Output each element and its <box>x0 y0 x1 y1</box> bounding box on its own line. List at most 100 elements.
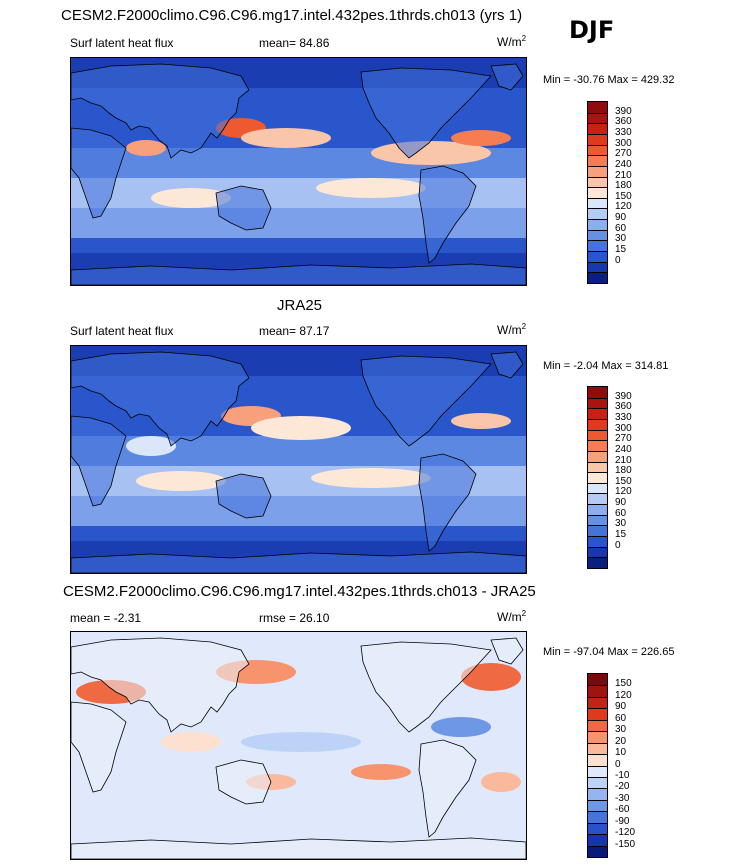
colorbar-swatch <box>588 696 607 709</box>
colorbar-tick-label: 90 <box>615 212 627 224</box>
colorbar-swatch <box>588 765 607 777</box>
map-flux-feature <box>251 416 351 440</box>
map-flux-feature <box>241 128 331 148</box>
map-coastline <box>71 637 250 733</box>
colorbar-tick-label: 20 <box>615 735 627 747</box>
colorbar-tick-label: 30 <box>615 724 627 736</box>
colorbar-swatch <box>588 685 607 697</box>
colorbar-tick-label: -20 <box>615 781 630 793</box>
colorbar-swatch <box>588 742 607 755</box>
colorbar-tick-label: 300 <box>615 137 632 149</box>
map-coastline <box>215 185 272 231</box>
panel-2-colorbar <box>587 386 608 569</box>
colorbar-swatch <box>588 251 607 262</box>
panel-1-title: CESM2.F2000climo.C96.C96.mg17.intel.432p… <box>61 7 523 24</box>
colorbar-swatch <box>588 144 607 156</box>
colorbar-tick-label: 10 <box>615 747 627 759</box>
panel-1-map <box>70 57 527 286</box>
panel-2-title: JRA25 <box>277 297 323 314</box>
colorbar-tick-label: 240 <box>615 158 632 170</box>
colorbar-swatch <box>588 546 607 558</box>
panel-1-variable: Surf latent heat flux <box>70 36 174 50</box>
colorbar-tick-label: 120 <box>615 486 632 498</box>
map-coastline <box>490 63 524 91</box>
map-coastline <box>418 165 477 264</box>
colorbar-swatch <box>588 440 607 451</box>
map-flux-feature <box>126 140 166 156</box>
colorbar-swatch <box>588 387 607 398</box>
map-coastline <box>360 67 492 159</box>
colorbar-swatch <box>588 482 607 494</box>
map-difference-feature <box>241 732 361 752</box>
panel-1-minmax: Min = -30.76 Max = 429.32 <box>543 74 675 86</box>
colorbar-tick-label: 360 <box>615 116 632 128</box>
colorbar-swatch <box>588 197 607 209</box>
colorbar-swatch <box>588 429 607 441</box>
colorbar-swatch <box>588 187 607 198</box>
map-difference-feature <box>461 663 521 691</box>
colorbar-swatch <box>588 514 607 526</box>
map-difference-feature <box>351 764 411 780</box>
colorbar-swatch <box>588 208 607 220</box>
colorbar-tick-label: 150 <box>615 678 632 690</box>
map-coastline <box>71 837 526 859</box>
map-flux-feature <box>151 188 231 208</box>
map-coastline <box>215 473 272 519</box>
colorbar-swatch <box>588 229 607 241</box>
panel-2-variable: Surf latent heat flux <box>70 324 174 338</box>
colorbar-swatch <box>588 461 607 473</box>
colorbar-swatch <box>588 731 607 743</box>
map-difference-feature <box>431 717 491 737</box>
colorbar-swatch <box>588 788 607 800</box>
colorbar-swatch <box>588 719 607 732</box>
colorbar-swatch <box>588 272 607 283</box>
colorbar-swatch <box>588 123 607 134</box>
colorbar-swatch <box>588 754 607 766</box>
map-coastline <box>71 63 250 159</box>
colorbar-tick-label: 390 <box>615 390 632 402</box>
colorbar-tick-label: 90 <box>615 497 627 509</box>
colorbar-swatch <box>588 472 607 483</box>
map-flux-feature <box>126 436 176 456</box>
colorbar-swatch <box>588 536 607 547</box>
colorbar-swatch <box>588 708 607 720</box>
colorbar-swatch <box>588 165 607 177</box>
colorbar-swatch <box>588 219 607 230</box>
colorbar-swatch <box>588 450 607 462</box>
panel-3-minmax: Min = -97.04 Max = 226.65 <box>543 646 675 658</box>
colorbar-tick-label: 0 <box>615 539 621 551</box>
colorbar-swatch <box>588 176 607 188</box>
panel-2-units: W/m2 <box>497 322 527 337</box>
colorbar-tick-label: -90 <box>615 815 630 827</box>
colorbar-tick-label: 15 <box>615 244 627 256</box>
map-coastline <box>71 551 526 573</box>
colorbar-tick-label: 390 <box>615 105 632 117</box>
colorbar-tick-label: 210 <box>615 169 632 181</box>
map-coastline <box>71 415 127 507</box>
panel-2-minmax: Min = -2.04 Max = 314.81 <box>543 360 669 372</box>
panel-1-units: W/m2 <box>497 34 527 49</box>
panel-1-mean: mean= 84.86 <box>259 36 330 50</box>
map-coastline <box>71 263 526 285</box>
colorbar-tick-label: 330 <box>615 126 632 138</box>
colorbar-tick-label: 60 <box>615 712 627 724</box>
colorbar-swatch <box>588 155 607 166</box>
colorbar-swatch <box>588 493 607 505</box>
colorbar-tick-label: 180 <box>615 465 632 477</box>
colorbar-tick-label: 0 <box>615 254 621 266</box>
colorbar-swatch <box>588 133 607 145</box>
map-coastline <box>71 351 250 447</box>
map-coastline <box>418 453 477 552</box>
colorbar-tick-label: 360 <box>615 401 632 413</box>
panel-3-title: CESM2.F2000climo.C96.C96.mg17.intel.432p… <box>63 583 536 600</box>
colorbar-swatch <box>588 811 607 823</box>
map-difference-feature <box>161 732 221 752</box>
colorbar-swatch <box>588 240 607 252</box>
map-flux-feature <box>136 471 226 491</box>
colorbar-swatch <box>588 674 607 686</box>
map-coastline <box>215 759 272 805</box>
panel-3-map <box>70 631 527 860</box>
colorbar-tick-label: 150 <box>615 475 632 487</box>
map-coastline <box>360 355 492 447</box>
colorbar-tick-label: 330 <box>615 411 632 423</box>
